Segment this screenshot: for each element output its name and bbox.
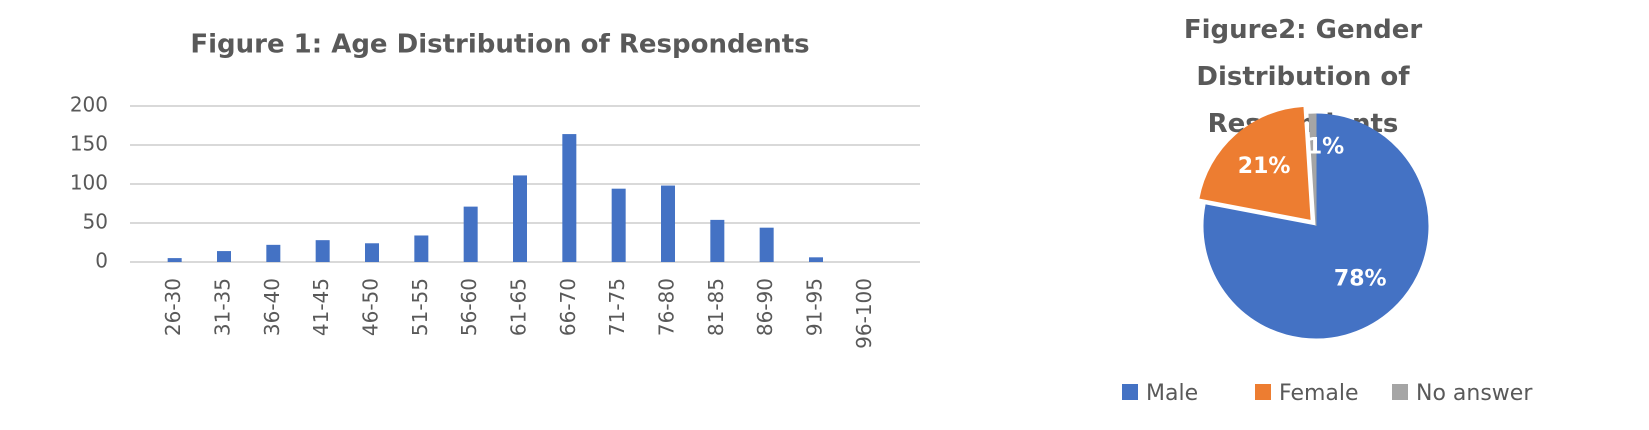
bar — [463, 206, 478, 262]
bar — [315, 240, 330, 262]
pie-slice — [1308, 113, 1317, 227]
chart-title: Figure 1: Age Distribution of Respondent… — [190, 30, 809, 60]
data-label: 78% — [1334, 267, 1387, 292]
x-tick-label: 61-65 — [507, 278, 531, 336]
bar — [661, 185, 675, 262]
bar — [710, 219, 725, 262]
bar — [611, 188, 626, 262]
bar — [167, 258, 182, 262]
legend-label: No answer — [1416, 381, 1533, 406]
legend-label: Female — [1279, 381, 1359, 406]
y-tick-label: 150 — [70, 132, 108, 156]
x-tick-label: 96-100 — [852, 278, 876, 349]
legend-swatch — [1122, 384, 1138, 400]
bar — [365, 243, 379, 262]
y-tick-label: 200 — [70, 93, 108, 117]
x-tick-label: 76-80 — [655, 278, 679, 336]
x-tick-label: 41-45 — [309, 278, 333, 336]
x-tick-label: 31-35 — [211, 278, 235, 336]
y-tick-label: 0 — [95, 249, 108, 273]
x-tick-label: 66-70 — [556, 278, 580, 336]
bar — [562, 134, 577, 262]
bar — [809, 257, 823, 262]
legend-label: Male — [1146, 381, 1198, 406]
x-tick-label: 86-90 — [753, 278, 777, 336]
x-tick-label: 46-50 — [359, 278, 383, 336]
bar — [217, 251, 231, 262]
x-tick-label: 81-85 — [704, 278, 728, 336]
x-tick-label: 91-95 — [803, 278, 827, 336]
y-tick-label: 50 — [83, 210, 108, 234]
pie-slice — [1199, 106, 1311, 220]
data-label: 21% — [1238, 154, 1291, 179]
bar — [513, 175, 527, 262]
x-tick-label: 51-55 — [408, 278, 432, 336]
bar — [266, 244, 281, 262]
bar — [759, 227, 774, 262]
data-label: 1% — [1307, 135, 1344, 160]
legend-swatch — [1392, 384, 1408, 400]
x-tick-label: 26-30 — [161, 278, 185, 336]
x-tick-label: 36-40 — [260, 278, 284, 336]
x-tick-label: 56-60 — [457, 278, 481, 336]
x-tick-label: 71-75 — [605, 278, 629, 336]
y-tick-label: 100 — [70, 171, 108, 195]
legend-swatch — [1255, 384, 1271, 400]
bar — [414, 235, 429, 262]
